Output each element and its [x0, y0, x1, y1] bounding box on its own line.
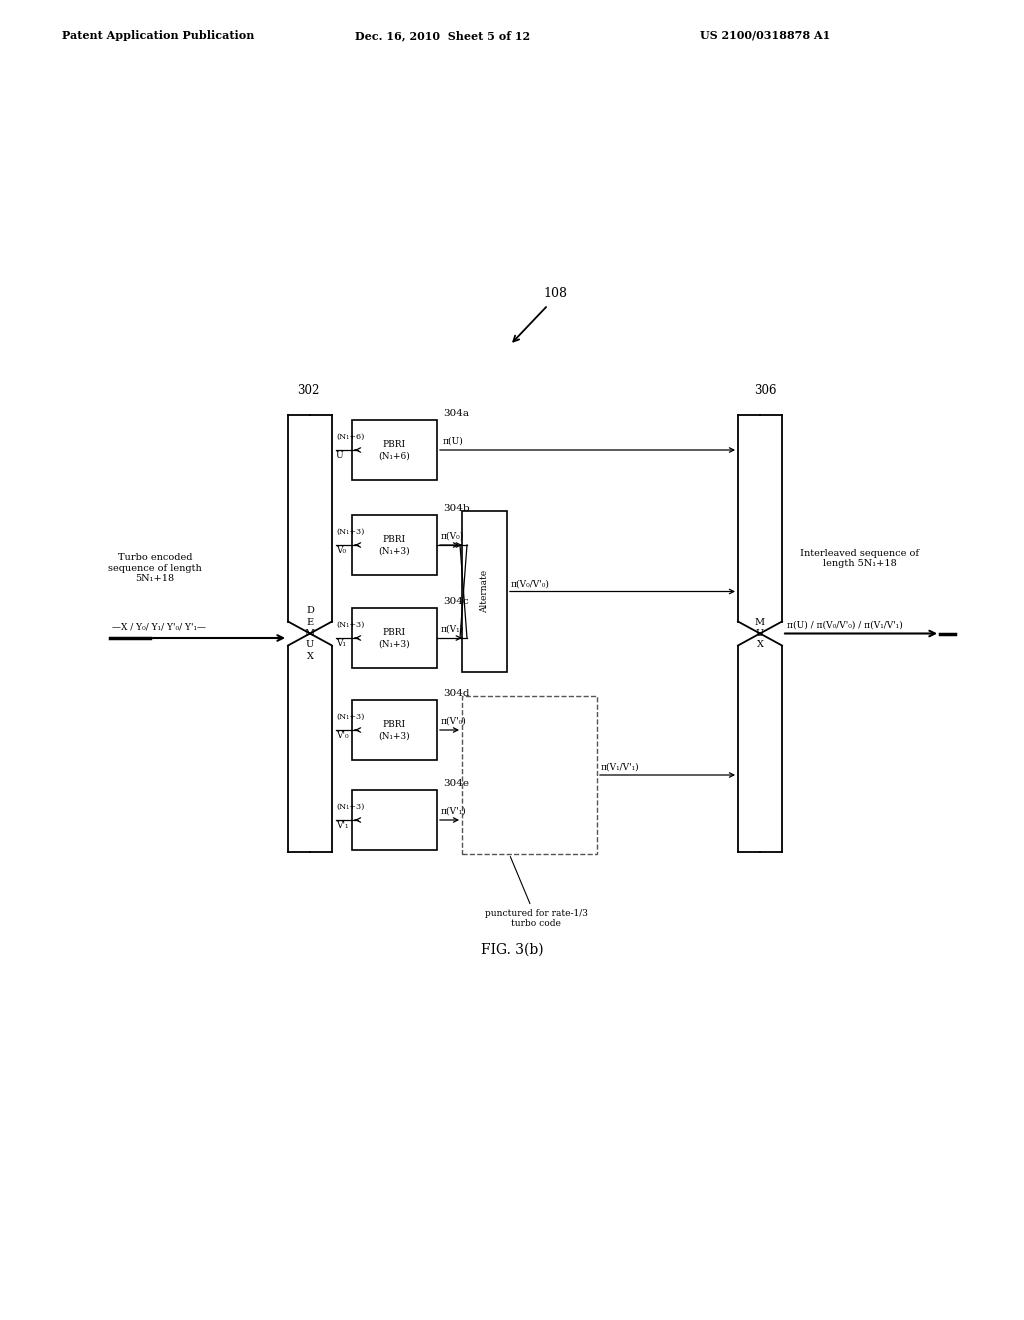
Text: M
U
X: M U X [755, 618, 765, 649]
Text: Interleaved sequence of
length 5N₁+18: Interleaved sequence of length 5N₁+18 [801, 549, 920, 569]
Text: (N₁+3): (N₁+3) [336, 620, 365, 630]
Text: π(V₀/V'₀): π(V₀/V'₀) [511, 579, 550, 589]
Text: D
E
M
U
X: D E M U X [305, 606, 315, 661]
Text: U: U [336, 451, 344, 459]
Text: 304b: 304b [443, 504, 470, 513]
Text: 306: 306 [754, 384, 776, 397]
Text: π(U): π(U) [443, 437, 464, 446]
Text: —X / Y₀/ Y₁/ Y'₀/ Y'₁—: —X / Y₀/ Y₁/ Y'₀/ Y'₁— [112, 622, 206, 631]
Bar [352, 515, 437, 576]
Bar [352, 420, 437, 480]
Text: PBRI
(N₁+3): PBRI (N₁+3) [379, 535, 411, 554]
Text: V'₀: V'₀ [336, 731, 348, 741]
Text: (N₁+3): (N₁+3) [336, 713, 365, 721]
Text: Turbo encoded
sequence of length
5N₁+18: Turbo encoded sequence of length 5N₁+18 [109, 553, 202, 583]
Text: V'₁: V'₁ [336, 821, 348, 830]
Text: 302: 302 [297, 384, 319, 397]
Text: 108: 108 [543, 286, 567, 300]
Text: FIG. 3(b): FIG. 3(b) [480, 942, 544, 957]
Text: V₁: V₁ [336, 639, 346, 648]
Text: 304a: 304a [443, 409, 469, 418]
Text: US 2100/0318878 A1: US 2100/0318878 A1 [700, 30, 830, 41]
Bar [352, 609, 437, 668]
Text: Patent Application Publication: Patent Application Publication [62, 30, 254, 41]
Text: Alternate: Alternate [480, 570, 489, 612]
Text: π(V'₀): π(V'₀) [441, 717, 467, 726]
Text: 304d: 304d [443, 689, 469, 698]
Text: π(V₁/V'₁): π(V₁/V'₁) [601, 763, 640, 772]
Text: PBRI
(N₁+3): PBRI (N₁+3) [379, 719, 411, 741]
Text: 304c: 304c [443, 597, 469, 606]
Text: π(V₀): π(V₀) [441, 532, 464, 541]
Text: π(V₁): π(V₁) [441, 624, 464, 634]
Text: π(V'₁): π(V'₁) [441, 807, 467, 816]
Bar [352, 789, 437, 850]
Bar [462, 511, 507, 672]
Text: PBRI
(N₁+6): PBRI (N₁+6) [379, 440, 411, 461]
Bar [462, 696, 597, 854]
Text: punctured for rate-1/3
turbo code: punctured for rate-1/3 turbo code [484, 857, 588, 928]
Text: (N₁+3): (N₁+3) [336, 528, 365, 536]
Text: 304e: 304e [443, 779, 469, 788]
Text: (N₁+6): (N₁+6) [336, 433, 365, 441]
Text: (N₁+3): (N₁+3) [336, 803, 365, 810]
Bar [352, 700, 437, 760]
Text: PBRI
(N₁+3): PBRI (N₁+3) [379, 628, 411, 648]
Text: π(U) / π(V₀/V'₀) / π(V₁/V'₁): π(U) / π(V₀/V'₀) / π(V₁/V'₁) [787, 620, 903, 630]
Text: Dec. 16, 2010  Sheet 5 of 12: Dec. 16, 2010 Sheet 5 of 12 [355, 30, 530, 41]
Text: V₀: V₀ [336, 546, 346, 554]
